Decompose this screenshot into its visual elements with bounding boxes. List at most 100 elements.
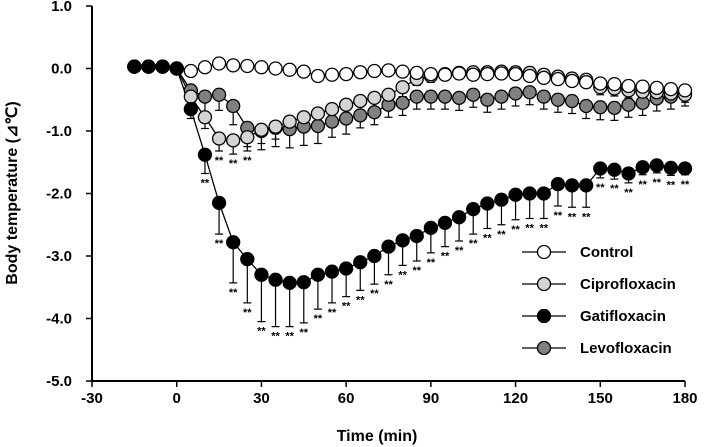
control-point <box>550 71 566 87</box>
gatifloxacin-point <box>677 161 693 176</box>
ciprofloxacin-significance: ** <box>243 155 252 167</box>
control-point <box>353 65 368 80</box>
ciprofloxacin-point <box>338 97 354 112</box>
control-point <box>649 80 664 96</box>
ciprofloxacin-point <box>310 106 326 121</box>
levofloxacin-point <box>522 85 537 100</box>
axes: -30 0 30 60 90 120 150 180 1.0 0.0 -1.0 -2.0 -3.0 -4.… <box>46 0 697 407</box>
gatifloxacin-significance: ** <box>441 251 450 263</box>
gatifloxacin-significance: ** <box>525 223 534 235</box>
x-tick-label: 60 <box>338 390 355 407</box>
control-point <box>466 67 481 82</box>
ciprofloxacin-point <box>367 90 382 106</box>
control-point <box>240 58 255 74</box>
gatifloxacin-significance: ** <box>497 229 506 241</box>
legend: Control Ciprofloxacin Gatifloxacin Levoflox… <box>522 244 676 357</box>
gatifloxacin-point <box>338 261 354 276</box>
gatifloxacin-point <box>353 255 368 270</box>
gatifloxacin-point <box>564 178 580 193</box>
legend-label-ciprofloxacin: Ciprofloxacin <box>580 276 676 293</box>
control-point <box>254 60 269 75</box>
control-point <box>338 66 354 82</box>
levofloxacin-point <box>211 87 227 102</box>
gatifloxacin-significance: ** <box>455 245 464 257</box>
gatifloxacin-significance: ** <box>554 210 563 222</box>
gatifloxacin-significance: ** <box>384 279 393 291</box>
ciprofloxacin-point <box>353 93 368 109</box>
control-point <box>522 68 537 84</box>
gatifloxacin-significance: ** <box>540 223 549 235</box>
gatifloxacin-point <box>593 161 608 176</box>
levofloxacin-point <box>324 114 340 129</box>
gatifloxacin-point <box>522 186 537 201</box>
x-tick-label: 0 <box>173 390 181 407</box>
levofloxacin-point <box>338 111 354 126</box>
gatifloxacin-significance: ** <box>356 294 365 306</box>
control-point <box>593 76 608 91</box>
gatifloxacin-point <box>395 233 410 248</box>
gatifloxacin-point <box>169 61 184 76</box>
gatifloxacin-point <box>451 210 467 225</box>
gatifloxacin-significance: ** <box>483 233 492 245</box>
control-point <box>480 66 495 82</box>
gatifloxacin-point <box>211 195 227 211</box>
ciprofloxacin-point <box>183 89 198 104</box>
control-point <box>621 78 636 94</box>
ciprofloxacin-point <box>226 133 241 148</box>
y-tick-label: -2.0 <box>46 186 72 203</box>
gatifloxacin-significance: ** <box>681 179 690 191</box>
control-point <box>451 66 467 81</box>
levofloxacin-point <box>550 92 566 107</box>
gatifloxacin-point <box>155 59 170 74</box>
legend-label-gatifloxacin: Gatifloxacin <box>580 308 666 325</box>
legend-marker-control <box>536 244 552 260</box>
gatifloxacin-point <box>381 239 396 254</box>
control-point <box>677 83 693 98</box>
control-point <box>494 66 509 81</box>
ciprofloxacin-point <box>282 114 297 129</box>
y-tick-label: 1.0 <box>51 0 72 15</box>
gatifloxacin-significance: ** <box>257 326 266 338</box>
levofloxacin-point <box>310 118 326 134</box>
gatifloxacin-point <box>409 228 424 244</box>
gatifloxacin-point <box>254 267 269 282</box>
levofloxacin-point <box>353 108 368 123</box>
levofloxacin-point <box>579 98 594 114</box>
x-axis-title: Time (min) <box>337 428 418 445</box>
control-point <box>324 67 340 82</box>
gatifloxacin-significance: ** <box>427 257 436 269</box>
control-point <box>579 75 594 90</box>
y-tick-label: -5.0 <box>46 373 72 390</box>
gatifloxacin-point <box>127 59 142 74</box>
gatifloxacin-significance: ** <box>568 211 577 223</box>
gatifloxacin-point <box>268 272 283 287</box>
gatifloxacin-significance: ** <box>511 224 520 236</box>
gatifloxacin-significance: ** <box>229 287 238 299</box>
gatifloxacin-significance: ** <box>667 179 676 191</box>
levofloxacin-point <box>536 89 551 104</box>
control-point <box>367 63 382 79</box>
gatifloxacin-significance: ** <box>596 182 605 194</box>
x-tick-label: 30 <box>253 390 270 407</box>
gatifloxacin-significance: ** <box>243 307 252 319</box>
levofloxacin-point <box>451 90 467 106</box>
gatifloxacin-significance: ** <box>201 178 210 190</box>
gatifloxacin-point <box>423 220 439 236</box>
gatifloxacin-significance: ** <box>398 269 407 281</box>
control-point <box>423 66 439 82</box>
levofloxacin-point <box>564 93 580 109</box>
levofloxacin-point <box>395 95 410 111</box>
levofloxacin-point <box>621 97 636 112</box>
control-point <box>197 60 213 75</box>
y-tick-label: -4.0 <box>46 311 72 328</box>
legend-marker-gatifloxacin <box>536 308 552 324</box>
gatifloxacin-significance: ** <box>610 183 619 195</box>
gatifloxacin-significance: ** <box>342 301 351 313</box>
gatifloxacin-significance: ** <box>624 187 633 199</box>
gatifloxacin-point <box>635 160 650 175</box>
gatifloxacin-significance: ** <box>300 327 309 339</box>
gatifloxacin-point <box>437 215 453 231</box>
gatifloxacin-significance: ** <box>638 179 647 191</box>
levofloxacin-point <box>466 87 481 102</box>
